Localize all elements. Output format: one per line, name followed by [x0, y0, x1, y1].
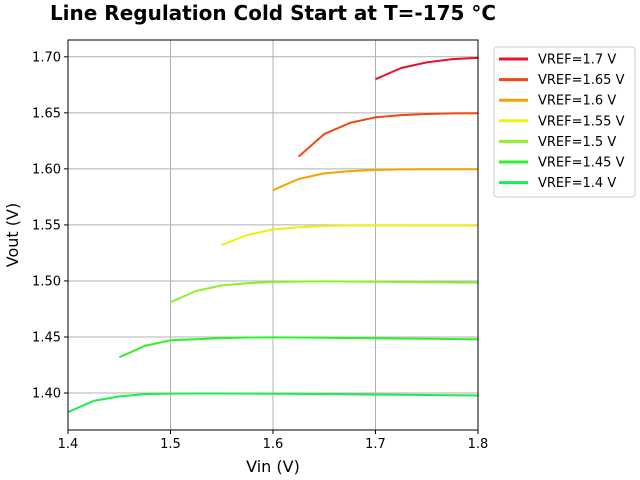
legend-label: VREF=1.65 V — [538, 73, 625, 88]
series-line — [375, 56, 479, 81]
legend-label: VREF=1.45 V — [538, 156, 625, 171]
legend-label: VREF=1.4 V — [538, 176, 616, 191]
legend-label: VREF=1.6 V — [538, 94, 616, 109]
legend-label: VREF=1.55 V — [538, 114, 625, 129]
y-tick-label: 1.70 — [32, 50, 61, 65]
series-line — [272, 168, 479, 192]
legend-box — [493, 46, 636, 198]
x-tick-label: 1.4 — [58, 437, 79, 452]
y-axis-label: Vout (V) — [3, 203, 22, 267]
x-axis-ticks: 1.4 1.5 1.6 1.7 1.8 — [58, 430, 489, 452]
x-tick-label: 1.8 — [468, 437, 489, 452]
y-axis-ticks: 1.40 1.45 1.50 1.55 1.60 1.65 1.70 — [32, 50, 68, 402]
grid-lines — [67, 40, 479, 430]
y-tick-label: 1.65 — [32, 106, 61, 121]
x-tick-label: 1.6 — [263, 437, 284, 452]
y-tick-label: 1.50 — [32, 274, 61, 289]
series-line — [170, 280, 479, 304]
series-line — [221, 224, 479, 247]
y-tick-label: 1.40 — [32, 387, 61, 402]
series-line — [118, 336, 479, 359]
legend-label: VREF=1.7 V — [538, 53, 616, 68]
x-axis-label: Vin (V) — [246, 457, 300, 476]
series-line — [297, 112, 479, 158]
y-tick-label: 1.45 — [32, 330, 61, 345]
x-tick-label: 1.7 — [365, 437, 386, 452]
legend: VREF=1.7 V VREF=1.65 V VREF=1.6 V VREF=1.55… — [493, 46, 636, 198]
y-tick-label: 1.55 — [32, 218, 61, 233]
x-tick-label: 1.5 — [160, 437, 181, 452]
legend-label: VREF=1.5 V — [538, 135, 616, 150]
series-group — [67, 56, 479, 414]
chart-title: Line Regulation Cold Start at T=-175 °C — [50, 1, 496, 25]
y-tick-label: 1.60 — [32, 162, 61, 177]
series-line — [67, 392, 479, 414]
